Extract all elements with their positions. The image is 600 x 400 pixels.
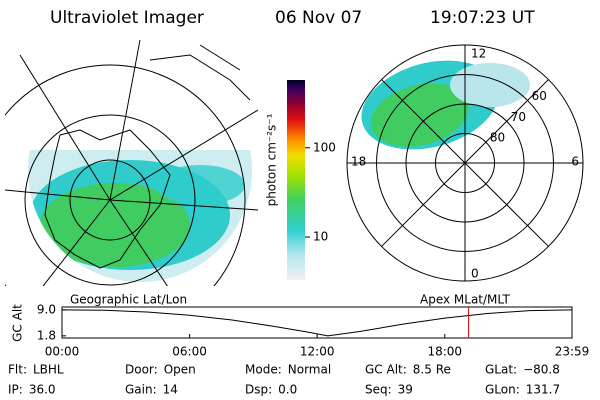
mlat-circle (435, 133, 495, 193)
info-label: GC Alt: (365, 363, 407, 377)
polar-image (361, 60, 530, 150)
info-label: GLon: (485, 383, 520, 397)
mlt-label: 18 (351, 155, 366, 169)
x-tick-label: 12:00 (300, 345, 335, 359)
info-value: Normal (288, 363, 331, 377)
info-label: Door: (125, 363, 158, 377)
x-tick-label: 18:00 (427, 345, 462, 359)
info-label: Mode: (245, 363, 282, 377)
gc-alt-line (61, 309, 573, 337)
info-value: LBHL (33, 363, 64, 377)
y-tick-label: 1.8 (37, 328, 56, 342)
info-value: 39 (398, 383, 413, 397)
info-value: 8.5 Re (413, 363, 451, 377)
timeline-left-label: Geographic Lat/Lon (70, 293, 187, 307)
y-tick-label: 9.0 (37, 302, 56, 316)
info-label: GLat: (485, 363, 517, 377)
info-value: 14 (163, 383, 178, 397)
x-tick-label: 23:59 (555, 345, 590, 359)
colorbar-tick-label: 100 (313, 140, 336, 154)
time: 19:07:23 UT (430, 8, 535, 28)
colorbar (287, 80, 305, 280)
info-value: 36.0 (29, 383, 56, 397)
info-value: 131.7 (526, 383, 560, 397)
date: 06 Nov 07 (275, 8, 362, 28)
info-label: Seq: (365, 383, 392, 397)
x-tick-label: 00:00 (45, 345, 80, 359)
x-tick-label: 06:00 (172, 345, 207, 359)
mlt-label: 12 (471, 47, 486, 61)
timeline-ylabel: GC Alt (11, 304, 25, 342)
mlat-label: 60 (532, 89, 547, 103)
mlt-label: 0 (471, 267, 479, 281)
info-value: Open (164, 363, 196, 377)
info-value: 0.0 (278, 383, 297, 397)
mlat-label: 70 (511, 110, 526, 124)
timeline-right-label: Apex MLat/MLT (420, 293, 510, 307)
geo-image (5, 40, 258, 286)
colorbar-tick-label: 10 (313, 230, 328, 244)
colorbar-label: photon cm⁻²s⁻¹ (265, 113, 279, 206)
info-label: Dsp: (245, 383, 272, 397)
mlat-label: 80 (490, 131, 505, 145)
mlat-circle (405, 103, 525, 223)
info-label: Flt: (8, 363, 27, 377)
info-label: Gain: (125, 383, 157, 397)
info-label: IP: (8, 383, 23, 397)
instrument: Ultraviolet Imager (50, 8, 204, 28)
info-value: −80.8 (523, 363, 560, 377)
mlat-circle (376, 74, 554, 252)
mlt-label: 6 (571, 155, 579, 169)
